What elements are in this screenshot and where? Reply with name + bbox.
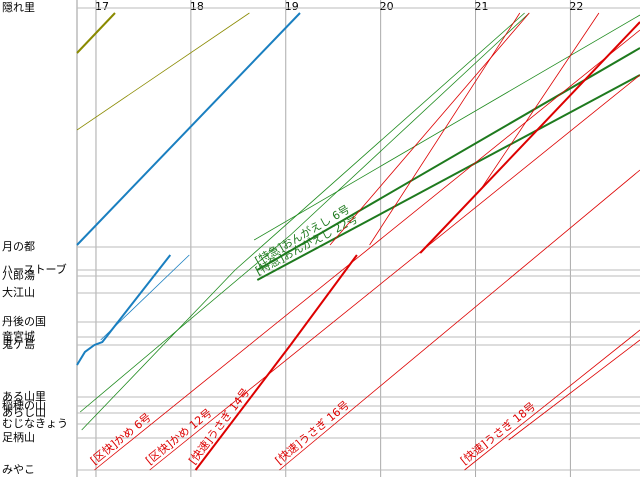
train-line [79,12,530,413]
station-label: 足柄山 [2,431,35,444]
train-line [76,12,250,131]
train-line [94,29,640,471]
hour-label: 20 [380,0,394,13]
station-label: ある山里 [2,390,46,403]
station-label: 八郎湯 [2,268,35,282]
station-label: みやこ [2,463,35,476]
hour-label: 18 [190,0,204,13]
station-label: 隠れ里 [2,1,35,14]
train-line [100,254,190,341]
station-label: 月の都 [2,240,35,253]
hour-label: 19 [285,0,299,13]
train-line [76,254,172,366]
station-label: むじなきょう [2,417,68,430]
train-label: [快速]うさぎ 16号 [272,398,352,468]
train-line [81,12,525,431]
train-line [369,12,521,246]
hour-label: 17 [95,0,109,13]
train-line [76,12,116,54]
hour-label: 22 [569,0,583,13]
train-line [329,12,530,246]
station-label: 大江山 [2,285,35,299]
hour-label: 21 [475,0,489,13]
station-label: 稲穂の山 [2,398,46,412]
train-line [194,254,358,471]
station-label: あらし山 [2,406,46,419]
train-line [256,47,640,271]
train-line [479,12,600,191]
train-line [508,339,640,441]
station-label: ハーストーブ [2,262,67,276]
station-label: 竜宮城 [2,329,35,343]
station-label: 鬼ケ島 [2,337,35,351]
train-line [253,14,640,241]
train-line [256,74,640,281]
train-line [149,74,640,471]
train-line [279,169,640,471]
train-label: [快速]うさぎ 18号 [457,399,538,467]
train-line [464,329,640,471]
station-label: 丹後の国 [2,314,46,328]
train-label: [特急]おんがえし 22号 [253,211,360,277]
train-line [419,21,640,254]
train-line [76,12,301,246]
